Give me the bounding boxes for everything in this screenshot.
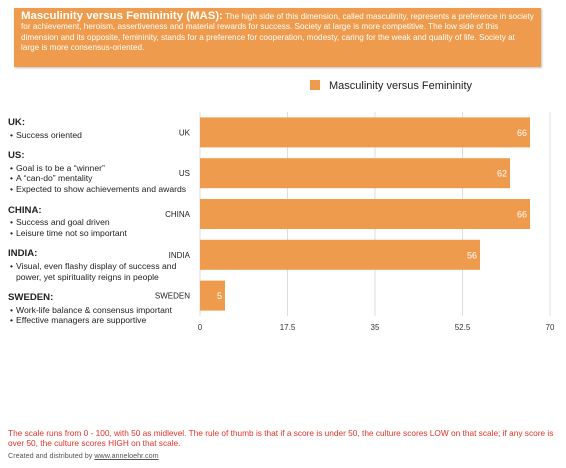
x-tick-label: 35 — [371, 323, 380, 332]
x-tick-label: 52.5 — [455, 323, 471, 332]
bullet-item: Leisure time not so important — [8, 228, 188, 239]
bullet-item: Visual, even flashy display of success a… — [8, 261, 188, 282]
country-bullets-sweden: Work-life balance & consensus important … — [8, 305, 188, 326]
bullet-item: Work-life balance & consensus important — [8, 305, 188, 316]
country-bullets-china: Success and goal driven Leisure time not… — [8, 217, 188, 238]
bar — [200, 117, 530, 148]
category-label: US — [179, 169, 190, 178]
country-notes: UK: Success oriented US: Goal is to be a… — [8, 117, 188, 326]
country-heading-us: US: — [8, 150, 25, 162]
bullet-item: Effective managers are supportive — [8, 315, 188, 326]
bar-chart: 0 17.5 35 52.5 70 UK 66 US 62 CHINA 66 INDIA 56 SWEDE… — [155, 112, 555, 332]
x-tick-label: 70 — [546, 323, 555, 332]
data-label: 5 — [217, 291, 222, 301]
scale-footnote: The scale runs from 0 - 100, with 50 as … — [8, 428, 554, 448]
x-tick-label: 17.5 — [280, 323, 296, 332]
bullet-item: Success and goal driven — [8, 217, 188, 228]
header-title: Masculinity versus Femininity (MAS): — [21, 10, 223, 22]
bar — [200, 239, 480, 270]
country-heading-sweden: SWEDEN: — [8, 292, 54, 304]
category-label: SWEDEN — [155, 292, 190, 301]
data-label: 66 — [517, 128, 527, 138]
legend-swatch — [310, 80, 320, 90]
country-bullets-uk: Success oriented — [8, 130, 188, 141]
bullet-item: A “can-do” mentality — [8, 173, 188, 184]
x-tick-label: 0 — [198, 323, 203, 332]
data-label: 62 — [497, 169, 507, 179]
header-text: The high side of this dimension, called … — [21, 12, 534, 52]
credit-prefix: Created and distributed by — [8, 451, 95, 460]
legend-label: Masculinity versus Femininity — [329, 80, 473, 92]
chart-legend: Masculinity versus Femininity — [310, 80, 472, 92]
bullet-item: Goal is to be a “winner” — [8, 163, 188, 174]
country-bullets-us: Goal is to be a “winner” A “can-do” ment… — [8, 163, 188, 195]
credit-link[interactable]: www.anneloehr.com — [94, 451, 159, 460]
bar — [200, 158, 510, 189]
bullet-item: Expected to show achievements and awards — [8, 184, 188, 195]
country-heading-india: INDIA: — [8, 248, 38, 260]
bar — [200, 199, 530, 229]
country-heading-uk: UK: — [8, 117, 26, 128]
bar — [200, 280, 225, 311]
header-banner: Masculinity versus Femininity (MAS): The… — [14, 8, 541, 67]
data-label: 66 — [517, 210, 527, 220]
country-heading-china: CHINA: — [8, 204, 42, 216]
credit-line: Created and distributed by www.anneloehr… — [8, 451, 159, 460]
category-label: CHINA — [165, 210, 191, 219]
category-label: INDIA — [169, 251, 191, 260]
category-label: UK — [179, 128, 191, 137]
country-bullets-india: Visual, even flashy display of success a… — [8, 261, 188, 282]
bullet-item: Success oriented — [8, 130, 188, 141]
data-label: 56 — [467, 250, 477, 260]
